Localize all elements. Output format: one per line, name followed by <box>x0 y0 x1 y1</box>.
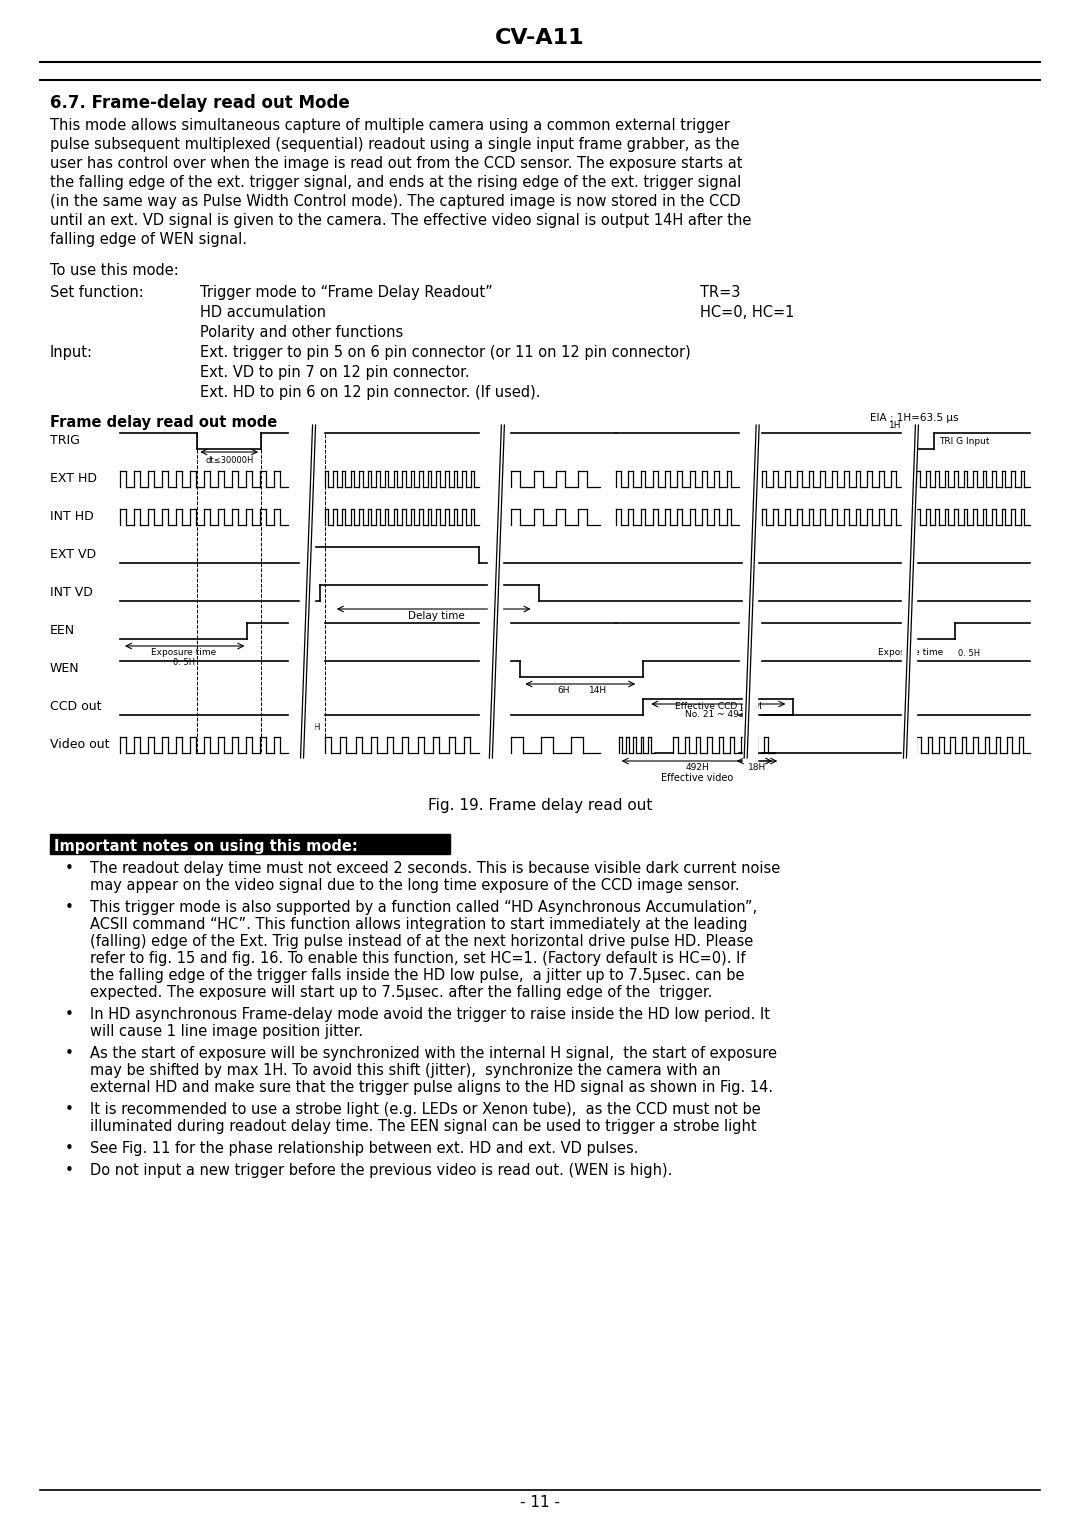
Text: Set function:: Set function: <box>50 286 144 299</box>
Text: (in the same way as Pulse Width Control mode). The captured image is now stored : (in the same way as Pulse Width Control … <box>50 194 741 209</box>
Text: pulse subsequent multiplexed (sequential) readout using a single input frame gra: pulse subsequent multiplexed (sequential… <box>50 138 740 151</box>
Text: dt≤30000H: dt≤30000H <box>205 455 254 465</box>
Text: expected. The exposure will start up to 7.5μsec. after the falling edge of the  : expected. The exposure will start up to … <box>90 986 713 999</box>
Text: Ext. VD to pin 7 on 12 pin connector.: Ext. VD to pin 7 on 12 pin connector. <box>200 365 470 380</box>
Text: EXT HD: EXT HD <box>50 472 97 486</box>
Text: Delay time: Delay time <box>408 611 464 620</box>
Text: Effective video: Effective video <box>661 773 733 782</box>
Text: falling edge of WEN signal.: falling edge of WEN signal. <box>50 232 247 248</box>
Text: EEN: EEN <box>50 625 76 637</box>
Text: 6.7. Frame-delay read out Mode: 6.7. Frame-delay read out Mode <box>50 95 350 112</box>
Text: CCD out: CCD out <box>50 700 102 714</box>
Text: (falling) edge of the Ext. Trig pulse instead of at the next horizontal drive pu: (falling) edge of the Ext. Trig pulse in… <box>90 934 753 949</box>
Text: 1H: 1H <box>890 422 902 429</box>
Text: EIA : 1H=63.5 μs: EIA : 1H=63.5 μs <box>870 413 959 423</box>
Text: Important notes on using this mode:: Important notes on using this mode: <box>54 839 357 854</box>
Text: •: • <box>65 1007 73 1022</box>
Text: HC=0, HC=1: HC=0, HC=1 <box>700 306 795 319</box>
Text: the falling edge of the ext. trigger signal, and ends at the rising edge of the : the falling edge of the ext. trigger sig… <box>50 176 741 189</box>
Text: Exposure time: Exposure time <box>878 648 943 657</box>
Text: HD accumulation: HD accumulation <box>200 306 326 319</box>
Text: Trigger mode to “Frame Delay Readout”: Trigger mode to “Frame Delay Readout” <box>200 286 492 299</box>
Text: illuminated during readout delay time. The EEN signal can be used to trigger a s: illuminated during readout delay time. T… <box>90 1118 757 1134</box>
Text: 1H: 1H <box>309 723 322 732</box>
Text: will cause 1 line image position jitter.: will cause 1 line image position jitter. <box>90 1024 363 1039</box>
Text: This mode allows simultaneous capture of multiple camera using a common external: This mode allows simultaneous capture of… <box>50 118 730 133</box>
Text: 6H: 6H <box>557 686 570 695</box>
Text: CV-A11: CV-A11 <box>496 28 584 47</box>
Text: Input:: Input: <box>50 345 93 361</box>
Text: INT VD: INT VD <box>50 587 93 599</box>
Text: See Fig. 11 for the phase relationship between ext. HD and ext. VD pulses.: See Fig. 11 for the phase relationship b… <box>90 1141 638 1157</box>
Text: Ext. HD to pin 6 on 12 pin connector. (If used).: Ext. HD to pin 6 on 12 pin connector. (I… <box>200 385 540 400</box>
Text: 492H: 492H <box>685 762 708 772</box>
Text: 14H: 14H <box>589 686 607 695</box>
Text: Effective CCD pixel: Effective CCD pixel <box>675 701 761 711</box>
Text: refer to fig. 15 and fig. 16. To enable this function, set HC=1. (Factory defaul: refer to fig. 15 and fig. 16. To enable … <box>90 950 745 966</box>
Text: - 11 -: - 11 - <box>519 1494 561 1510</box>
Text: Ext. trigger to pin 5 on 6 pin connector (or 11 on 12 pin connector): Ext. trigger to pin 5 on 6 pin connector… <box>200 345 691 361</box>
Text: Video out: Video out <box>50 738 109 752</box>
Text: In HD asynchronous Frame-delay mode avoid the trigger to raise inside the HD low: In HD asynchronous Frame-delay mode avoi… <box>90 1007 770 1022</box>
Text: TRIG: TRIG <box>50 434 80 448</box>
Text: external HD and make sure that the trigger pulse aligns to the HD signal as show: external HD and make sure that the trigg… <box>90 1080 773 1096</box>
Text: WEN: WEN <box>50 663 80 675</box>
Text: As the start of exposure will be synchronized with the internal H signal,  the s: As the start of exposure will be synchro… <box>90 1047 777 1060</box>
Bar <box>50 834 450 854</box>
Text: TR=3: TR=3 <box>700 286 741 299</box>
Text: Exposure time: Exposure time <box>151 648 216 657</box>
Text: may appear on the video signal due to the long time exposure of the CCD image se: may appear on the video signal due to th… <box>90 879 740 892</box>
Text: 0. 5H: 0. 5H <box>958 649 981 659</box>
Text: Do not input a new trigger before the previous video is read out. (WEN is high).: Do not input a new trigger before the pr… <box>90 1163 673 1178</box>
Text: The readout delay time must not exceed 2 seconds. This is because visible dark c: The readout delay time must not exceed 2… <box>90 860 780 876</box>
Text: user has control over when the image is read out from the CCD sensor. The exposu: user has control over when the image is … <box>50 156 743 171</box>
Text: To use this mode:: To use this mode: <box>50 263 179 278</box>
Text: •: • <box>65 1163 73 1178</box>
Text: This trigger mode is also supported by a function called “HD Asynchronous Accumu: This trigger mode is also supported by a… <box>90 900 757 915</box>
Text: Fig. 19. Frame delay read out: Fig. 19. Frame delay read out <box>428 798 652 813</box>
Text: EXT VD: EXT VD <box>50 549 96 561</box>
Text: Frame delay read out mode: Frame delay read out mode <box>50 416 278 429</box>
Text: Polarity and other functions: Polarity and other functions <box>200 325 403 341</box>
Text: •: • <box>65 860 73 876</box>
Text: •: • <box>65 900 73 915</box>
Text: TRI G Input: TRI G Input <box>940 437 990 446</box>
Text: 0. 5H: 0. 5H <box>173 659 194 668</box>
Text: •: • <box>65 1102 73 1117</box>
Text: It is recommended to use a strobe light (e.g. LEDs or Xenon tube),  as the CCD m: It is recommended to use a strobe light … <box>90 1102 760 1117</box>
Text: •: • <box>65 1047 73 1060</box>
Text: INT HD: INT HD <box>50 510 94 524</box>
Text: may be shifted by max 1H. To avoid this shift (jitter),  synchronize the camera : may be shifted by max 1H. To avoid this … <box>90 1063 720 1077</box>
Text: the falling edge of the trigger falls inside the HD low pulse,  a jitter up to 7: the falling edge of the trigger falls in… <box>90 969 744 983</box>
Text: •: • <box>65 1141 73 1157</box>
Text: 18H: 18H <box>747 762 766 772</box>
Text: ACSII command “HC”. This function allows integration to start immediately at the: ACSII command “HC”. This function allows… <box>90 917 747 932</box>
Text: No. 21 ~ 493H: No. 21 ~ 493H <box>685 711 752 720</box>
Text: until an ext. VD signal is given to the camera. The effective video signal is ou: until an ext. VD signal is given to the … <box>50 212 752 228</box>
